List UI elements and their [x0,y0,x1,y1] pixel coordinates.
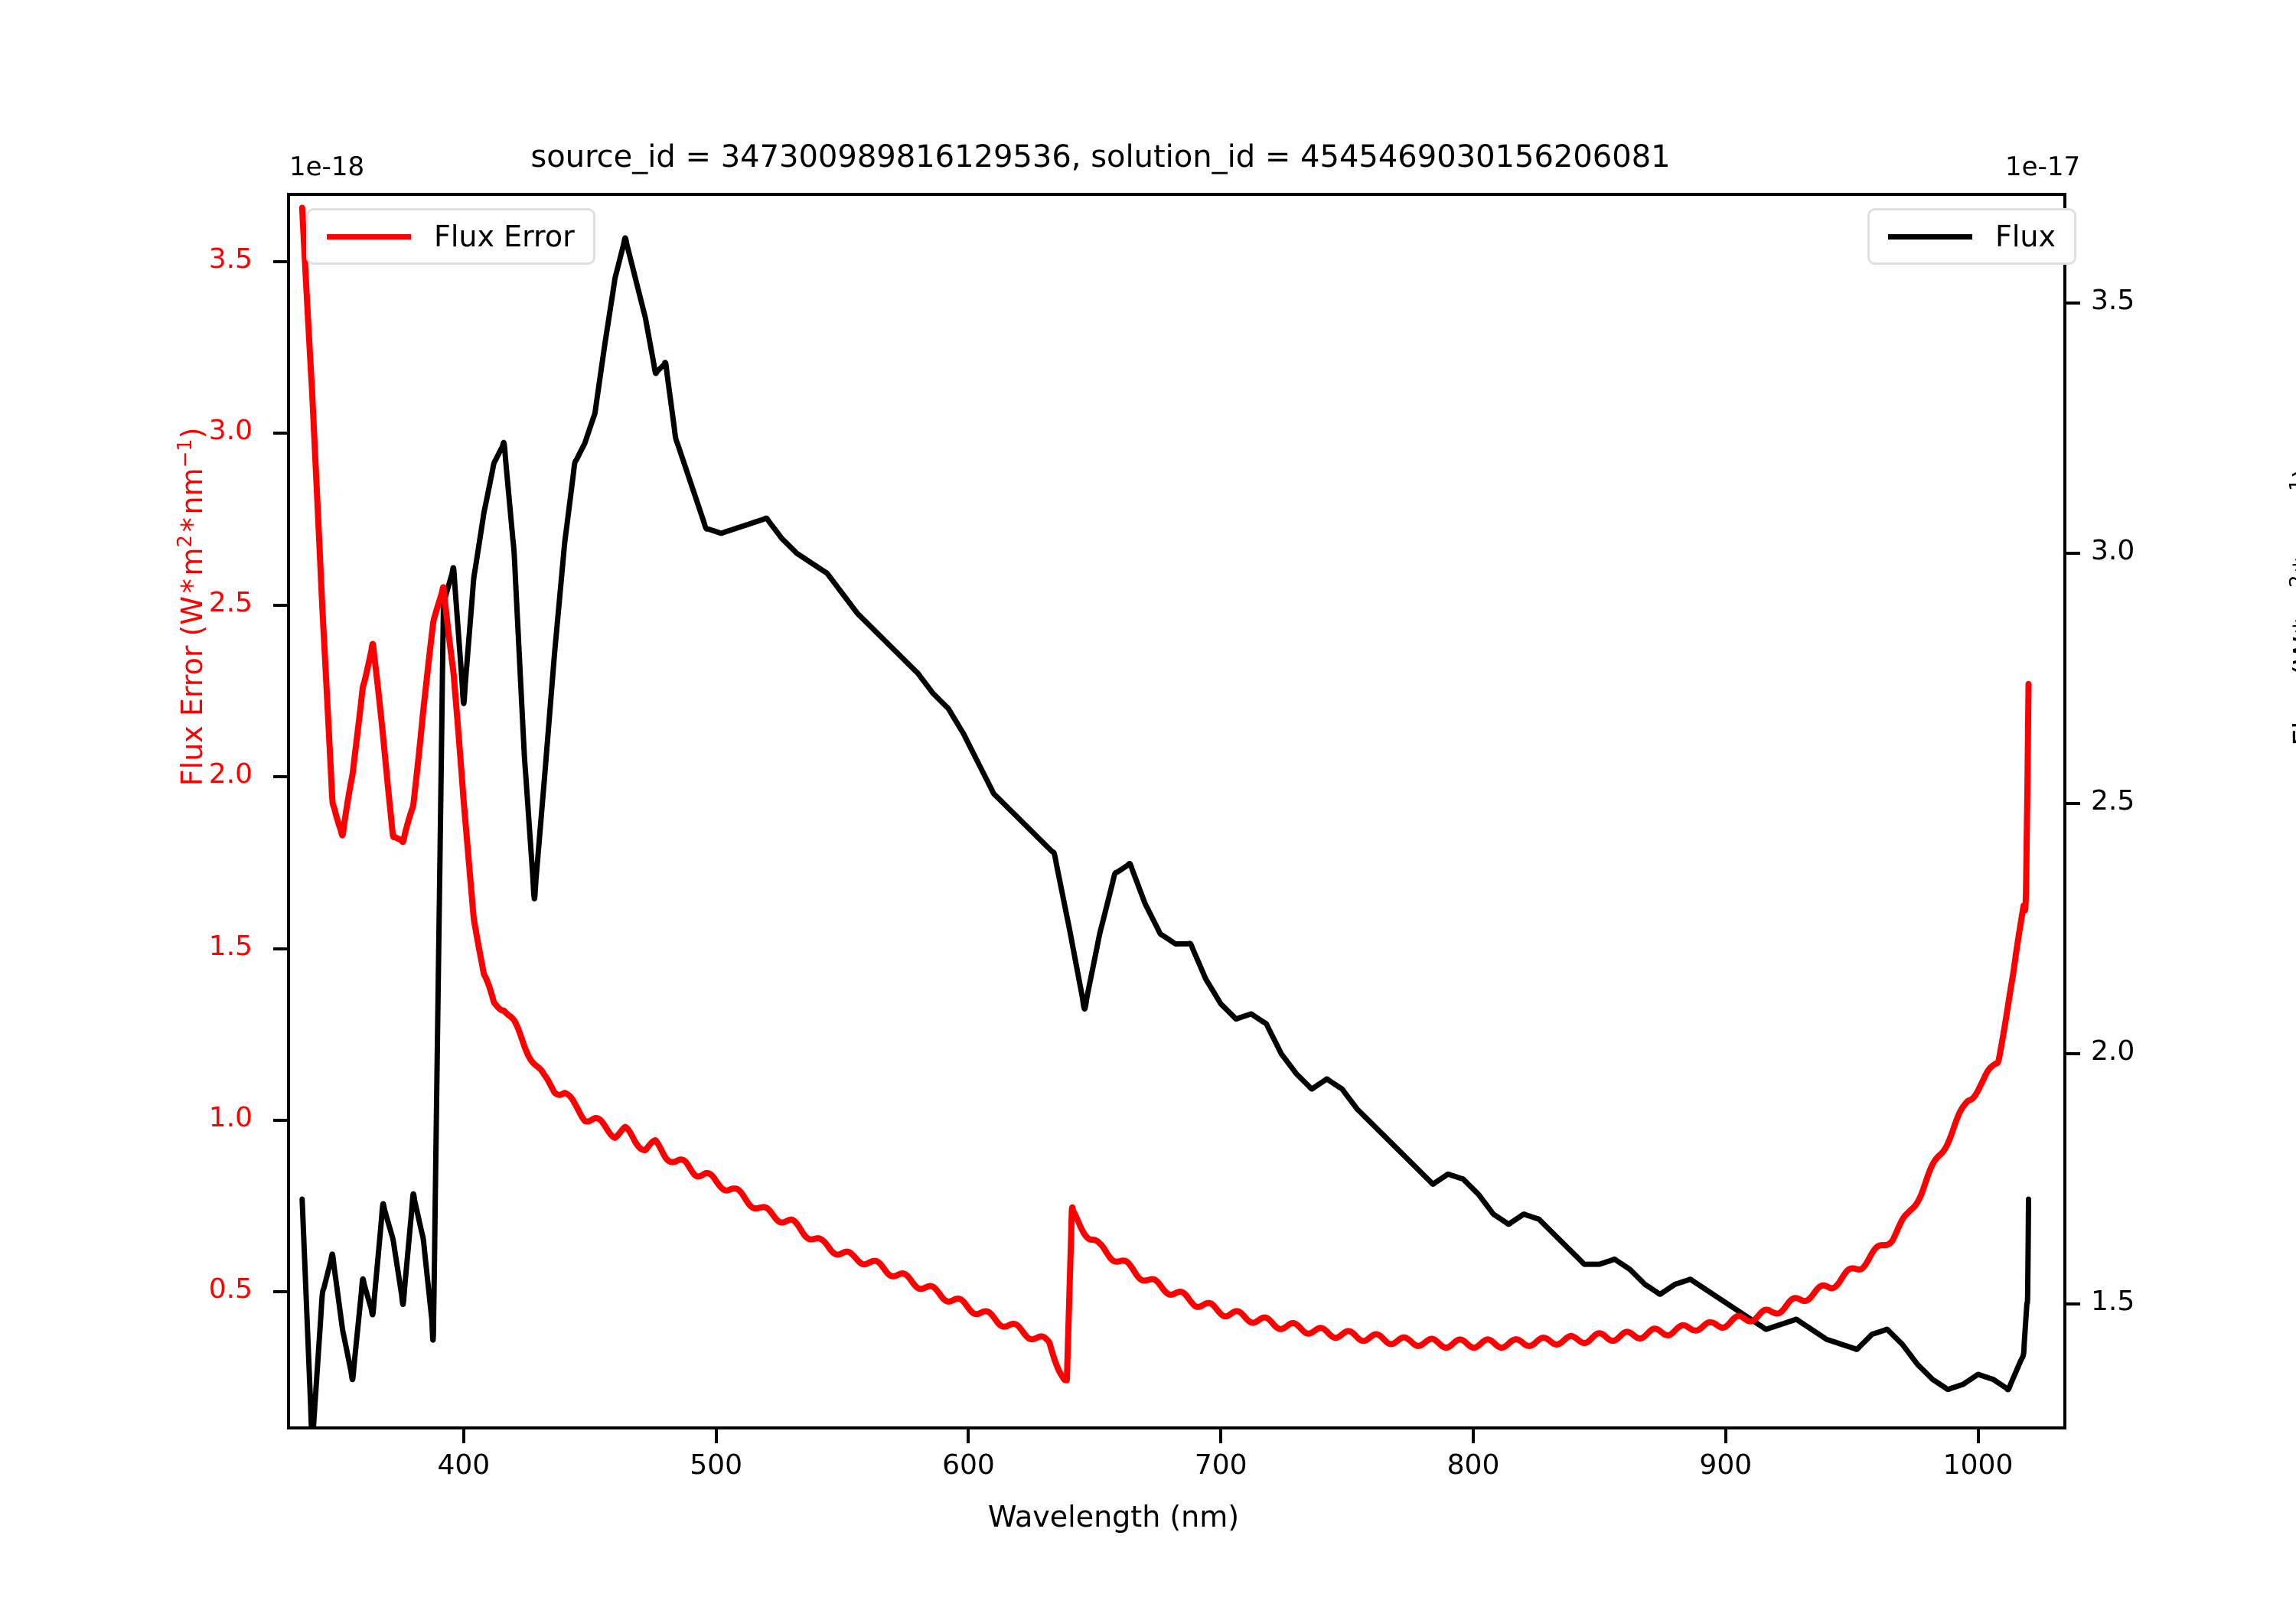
flux-line [299,235,2032,1429]
legend-flux[interactable]: Flux [1867,208,2076,265]
legend-flux-error[interactable]: Flux Error [306,208,595,265]
legend-line-flux-error [327,233,411,240]
x-tick-label: 400 [437,1449,491,1481]
right-tick-label: 3.0 [2091,535,2135,567]
left-tick-label: 1.5 [208,930,253,962]
right-axis-label: Flux (W * m2 * nm−1) [2286,468,2296,746]
left-tick-label: 1.0 [208,1102,253,1133]
x-tick-mark [1472,1429,1475,1443]
x-tick-mark [967,1429,970,1443]
left-axis-offset-text: 1e-18 [289,152,365,182]
x-tick-label: 600 [942,1449,995,1481]
x-tick-label: 700 [1194,1449,1247,1481]
left-tick-mark [273,1119,287,1122]
right-tick-mark [2066,1052,2080,1056]
flux-error-line [298,204,2032,1384]
left-tick-mark [273,259,287,263]
x-tick-label: 900 [1699,1449,1753,1481]
right-tick-mark [2066,552,2080,556]
right-tick-label: 2.5 [2091,785,2135,817]
left-tick-mark [273,947,287,950]
left-tick-label: 3.5 [208,243,253,275]
plot-frame [287,193,2066,1429]
left-tick-label: 2.0 [208,758,253,790]
right-tick-mark [2066,802,2080,806]
left-tick-mark [273,603,287,607]
x-tick-mark [461,1429,465,1443]
right-tick-mark [2066,1302,2080,1306]
curves-svg [298,204,2032,1429]
left-tick-mark [273,775,287,779]
left-tick-label: 2.5 [208,586,253,618]
legend-label-flux-error: Flux Error [434,220,575,253]
right-tick-label: 3.5 [2091,284,2135,316]
x-tick-label: 500 [690,1449,742,1481]
left-tick-mark [273,1290,287,1294]
x-tick-mark [714,1429,718,1443]
right-axis-offset-text: 1e-17 [2005,152,2081,182]
legend-line-flux [1888,233,1972,240]
left-tick-mark [273,432,287,435]
left-tick-label: 0.5 [208,1273,253,1305]
x-axis-label: Wavelength (nm) [987,1500,1240,1534]
plot-area [287,193,2066,1429]
x-tick-mark [1976,1429,1980,1443]
x-tick-label: 1000 [1942,1449,2014,1481]
x-tick-mark [1724,1429,1727,1443]
right-tick-label: 1.5 [2091,1286,2135,1318]
x-tick-mark [1219,1429,1223,1443]
x-tick-label: 800 [1446,1449,1500,1481]
right-tick-label: 2.0 [2091,1035,2135,1068]
legend-label-flux: Flux [1995,220,2056,253]
right-tick-mark [2066,301,2080,305]
left-tick-label: 3.0 [208,415,253,447]
left-axis-label: Flux Error (W * m2 * nm−1) [174,427,209,787]
chart-title: source_id = 347300989816129536, solution… [530,139,1671,174]
